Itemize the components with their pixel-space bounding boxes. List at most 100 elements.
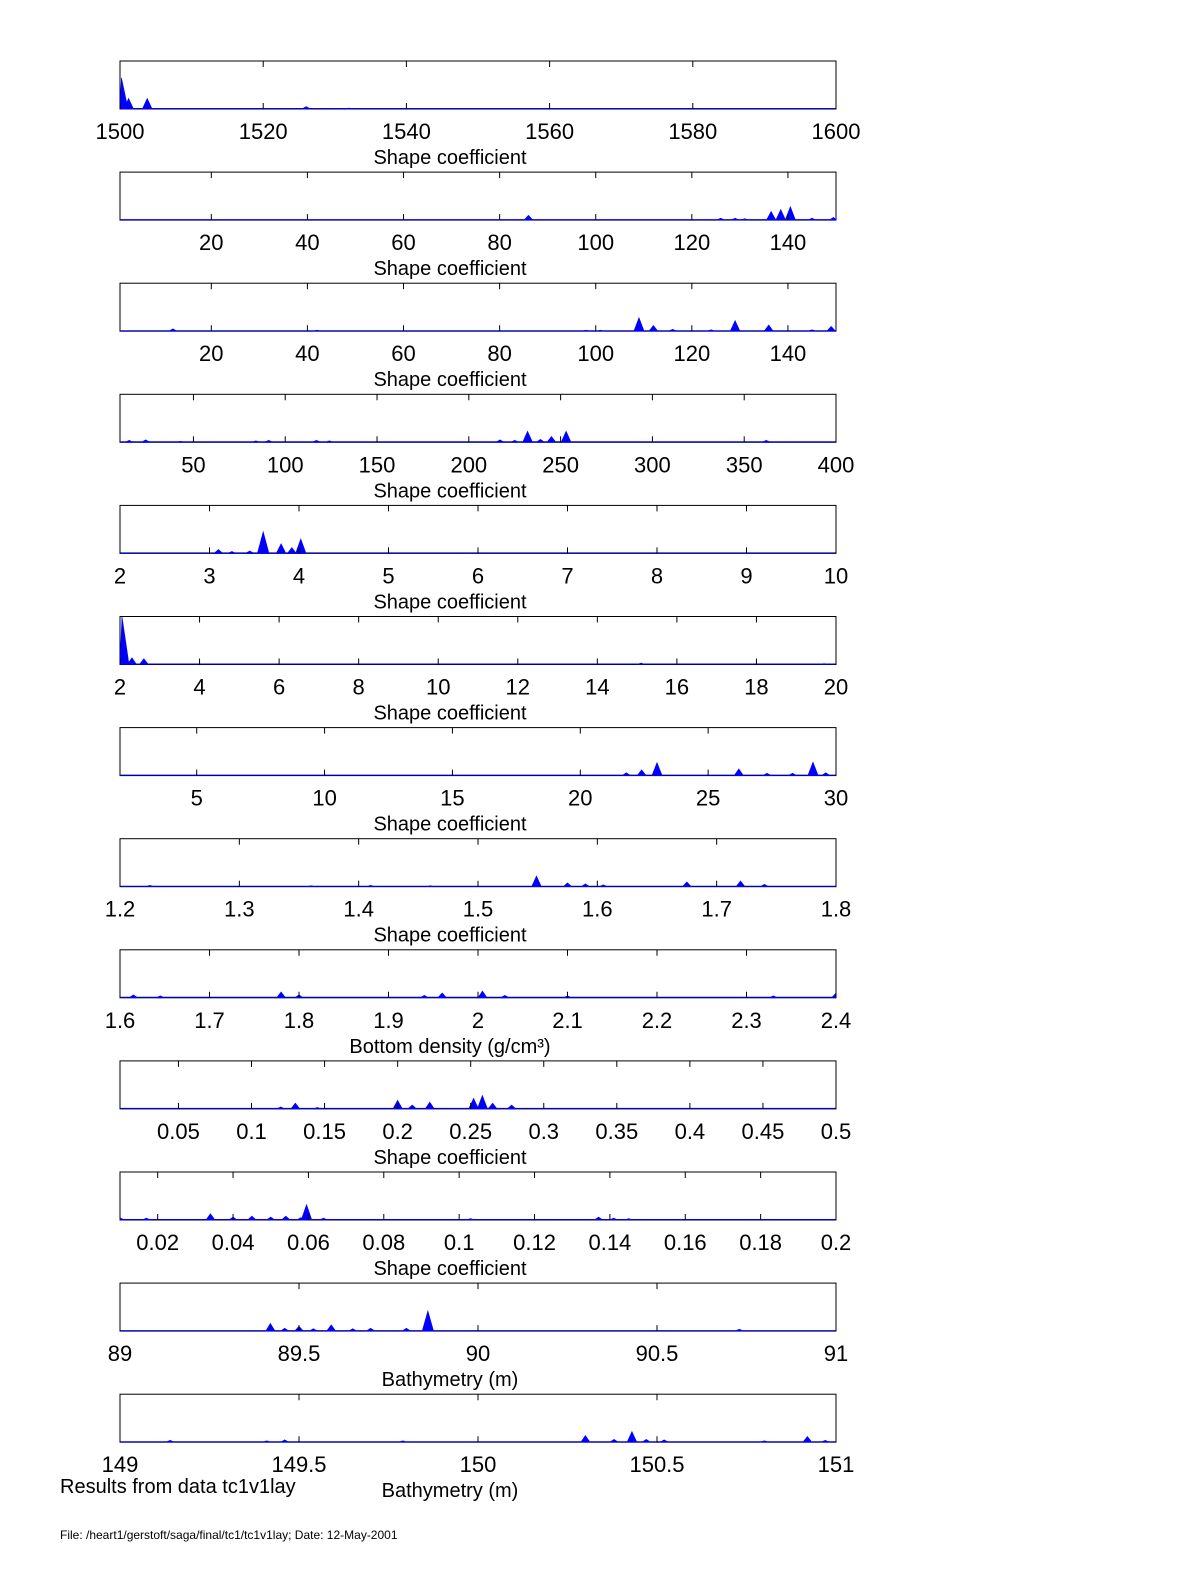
- tick-label: 350: [726, 452, 763, 477]
- axes-box: [119, 171, 837, 221]
- subplot-6: 2 4 6 8 10 12 14 16 18 20 Shape coefficient: [114, 616, 848, 725]
- tick-label: 200: [450, 452, 487, 477]
- tick-label: 3: [203, 563, 215, 588]
- tick-label: 9: [740, 563, 752, 588]
- tick-label: 2: [472, 1008, 484, 1033]
- tick-label: 120: [673, 341, 710, 366]
- tick-label: 1600: [812, 119, 861, 144]
- tick-label: 4: [193, 675, 205, 700]
- x-axis-label: Shape coefficient: [373, 258, 527, 280]
- subplot-11: 0.02 0.04 0.06 0.08 0.1 0.12 0.14 0.16 0.18 0.2 Sh…: [119, 1171, 851, 1280]
- axes-box: [119, 60, 837, 110]
- axes-box: [119, 727, 837, 777]
- subplot-12: 89 89.5 90 90.5 91 Bathymetry (m): [108, 1282, 848, 1391]
- tick-label: 149: [102, 1452, 139, 1477]
- axes-box: [119, 1393, 837, 1443]
- tick-label: 5: [191, 786, 203, 811]
- tick-label: 0.14: [588, 1230, 631, 1255]
- tick-label: 0.15: [303, 1119, 346, 1144]
- file-note: File: /heart1/gerstoft/saga/final/tc1/tc…: [60, 1528, 398, 1542]
- tick-label: 2.1: [552, 1008, 583, 1033]
- results-note: Results from data tc1v1lay: [60, 1476, 296, 1498]
- tick-label: 1580: [668, 119, 717, 144]
- tick-label: 2: [114, 675, 126, 700]
- tick-label: 1.7: [194, 1008, 225, 1033]
- tick-label: 25: [696, 786, 720, 811]
- x-axis-label: Shape coefficient: [373, 147, 527, 169]
- tick-label: 2.4: [821, 1008, 852, 1033]
- x-axis-label: Shape coefficient: [373, 703, 527, 725]
- tick-label: 89.5: [278, 1341, 321, 1366]
- tick-label: 0.08: [362, 1230, 405, 1255]
- tick-label: 1500: [96, 119, 145, 144]
- tick-label: 149.5: [271, 1452, 326, 1477]
- tick-label: 20: [199, 341, 223, 366]
- tick-label: 0.02: [136, 1230, 179, 1255]
- tick-label: 15: [440, 786, 464, 811]
- axes-box: [119, 504, 837, 554]
- tick-label: 120: [673, 230, 710, 255]
- tick-label: 1.3: [224, 897, 255, 922]
- tick-label: 140: [770, 341, 807, 366]
- tick-label: 20: [568, 786, 592, 811]
- tick-label: 18: [744, 675, 768, 700]
- tick-label: 50: [181, 452, 205, 477]
- axes-box: [119, 282, 837, 332]
- subplot-4: 50 100 150 200 250 300 350 400 Shape coefficient: [119, 393, 855, 502]
- tick-label: 1.8: [284, 1008, 315, 1033]
- axes-box: [119, 1060, 837, 1110]
- tick-label: 0.35: [595, 1119, 638, 1144]
- tick-label: 1.2: [105, 897, 136, 922]
- tick-label: 1.6: [582, 897, 613, 922]
- tick-label: 2.3: [731, 1008, 762, 1033]
- tick-label: 90: [466, 1341, 490, 1366]
- tick-label: 16: [665, 675, 689, 700]
- tick-label: 10: [426, 675, 450, 700]
- subplot-3: 20 40 60 80 100 120 140 Shape coefficient: [119, 282, 837, 391]
- axes-box: [119, 1171, 837, 1221]
- tick-label: 140: [770, 230, 807, 255]
- subplot-9: 1.6 1.7 1.8 1.9 2 2.1 2.2 2.3 2.4 Bottom density …: [105, 949, 852, 1058]
- x-axis-label: Shape coefficient: [373, 925, 527, 947]
- tick-label: 1.4: [343, 897, 374, 922]
- tick-label: 151: [818, 1452, 855, 1477]
- subplot-13: 149 149.5 150 150.5 151 Bathymetry (m): [102, 1393, 855, 1502]
- tick-label: 0.04: [212, 1230, 255, 1255]
- tick-label: 40: [295, 341, 319, 366]
- tick-label: 10: [312, 786, 336, 811]
- tick-label: 80: [487, 341, 511, 366]
- tick-label: 91: [824, 1341, 848, 1366]
- tick-label: 300: [634, 452, 671, 477]
- axes-box: [119, 393, 837, 443]
- tick-label: 8: [651, 563, 663, 588]
- subplot-2: 20 40 60 80 100 120 140 Shape coefficient: [119, 171, 837, 280]
- subplot-1: 1500 1520 1540 1560 1580 1600 Shape coefficien…: [96, 60, 861, 169]
- tick-label: 89: [108, 1341, 132, 1366]
- tick-label: 60: [391, 341, 415, 366]
- tick-label: 2.2: [642, 1008, 673, 1033]
- tick-label: 14: [585, 675, 609, 700]
- subplot-5: 2 3 4 5 6 7 8 9 10 Shape coefficient: [114, 504, 848, 613]
- tick-label: 150: [460, 1452, 497, 1477]
- tick-label: 4: [293, 563, 305, 588]
- tick-label: 150: [359, 452, 396, 477]
- tick-label: 20: [199, 230, 223, 255]
- tick-label: 12: [506, 675, 530, 700]
- tick-label: 1540: [382, 119, 431, 144]
- tick-label: 400: [818, 452, 855, 477]
- tick-label: 0.1: [236, 1119, 267, 1144]
- tick-label: 90.5: [636, 1341, 679, 1366]
- tick-label: 0.1: [444, 1230, 475, 1255]
- tick-label: 100: [267, 452, 304, 477]
- tick-label: 0.25: [449, 1119, 492, 1144]
- tick-label: 0.05: [157, 1119, 200, 1144]
- tick-label: 1.5: [463, 897, 494, 922]
- x-axis-label: Shape coefficient: [373, 1258, 527, 1280]
- tick-label: 8: [353, 675, 365, 700]
- tick-label: 0.5: [821, 1119, 852, 1144]
- x-axis-label: Shape coefficient: [373, 1147, 527, 1169]
- tick-label: 1.6: [105, 1008, 136, 1033]
- tick-label: 80: [487, 230, 511, 255]
- tick-label: 0.18: [739, 1230, 782, 1255]
